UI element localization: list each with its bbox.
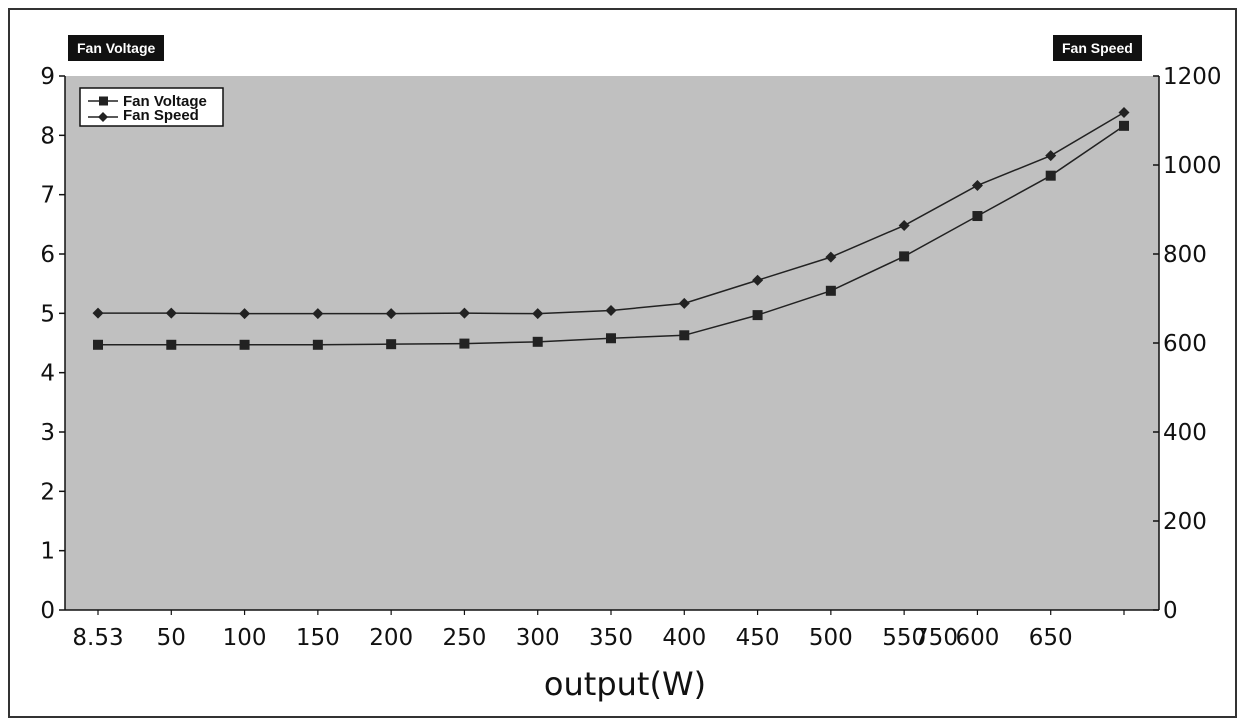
data-point-fan-voltage [899, 251, 910, 262]
x-tick-label: 400 [662, 625, 706, 651]
left-y-tick-label: 0 [40, 598, 55, 624]
left-y-tick-label: 6 [40, 242, 55, 268]
x-tick-label: 350 [589, 625, 633, 651]
left-y-tick-label: 4 [40, 361, 55, 387]
x-tick-label: 650 [1029, 625, 1073, 651]
data-point-fan-speed [92, 307, 104, 319]
data-point-fan-speed [458, 307, 470, 319]
left-y-tick-label: 7 [40, 183, 55, 209]
right-y-tick-label: 0 [1163, 598, 1178, 624]
x-tick-label: 250 [442, 625, 486, 651]
legend: Fan Voltage Fan Speed [79, 87, 224, 127]
left-y-tick-label: 2 [40, 479, 55, 505]
x-tick-label: 750 [914, 625, 958, 651]
x-tick-label: 300 [516, 625, 560, 651]
data-point-fan-speed [971, 179, 983, 191]
left-axis-title: Fan Voltage [68, 35, 165, 61]
right-y-tick-label: 1000 [1163, 153, 1222, 179]
data-point-fan-voltage [532, 336, 543, 347]
data-point-fan-speed [752, 274, 764, 286]
data-point-fan-voltage [679, 330, 690, 341]
data-point-fan-voltage [93, 339, 103, 350]
data-point-fan-voltage [1045, 170, 1056, 181]
data-point-fan-speed [898, 220, 910, 232]
data-point-fan-speed [385, 308, 397, 320]
legend-label-fan-speed: Fan Speed [123, 107, 199, 124]
left-y-tick-label: 9 [40, 64, 55, 90]
data-point-fan-speed [165, 307, 177, 319]
data-point-fan-voltage [752, 310, 763, 321]
data-point-fan-voltage [386, 339, 397, 350]
right-y-tick-label: 400 [1163, 420, 1207, 446]
x-tick-label: 500 [809, 625, 853, 651]
left-y-tick-label: 8 [40, 123, 55, 149]
x-tick-label: 100 [223, 625, 267, 651]
data-point-fan-voltage [166, 339, 177, 350]
x-axis-label: output(W) [544, 665, 706, 703]
x-axis: 8.53 50 100 150 200 250 300 350 400 450 500 550 600 6… [72, 610, 1125, 651]
legend-marker-diamond [98, 112, 108, 122]
data-point-fan-speed [1118, 106, 1130, 118]
left-y-axis: 0 1 2 3 4 5 6 7 8 9 [40, 64, 65, 624]
data-point-fan-speed [825, 251, 837, 263]
left-y-tick-label: 1 [40, 539, 55, 565]
data-point-fan-speed [239, 308, 251, 320]
data-point-fan-voltage [459, 338, 470, 349]
right-y-tick-label: 1200 [1163, 64, 1222, 90]
data-point-fan-voltage [972, 211, 983, 222]
right-y-tick-label: 200 [1163, 509, 1207, 535]
series-layer [92, 106, 1130, 350]
x-tick-label: 550 [882, 625, 926, 651]
data-point-fan-speed [1045, 150, 1057, 162]
left-y-tick-label: 5 [40, 301, 55, 327]
right-axis-title: Fan Speed [1053, 35, 1142, 61]
x-tick-label: 450 [736, 625, 780, 651]
data-point-fan-speed [312, 308, 324, 320]
data-point-fan-voltage [312, 339, 323, 350]
data-point-fan-voltage [825, 285, 836, 296]
legend-marker-square [99, 96, 108, 106]
x-tick-label: 200 [369, 625, 413, 651]
x-tick-label: 8.53 [72, 625, 123, 651]
right-y-axis: 0 200 400 600 800 1000 1200 [1153, 64, 1222, 624]
legend-label-fan-voltage: Fan Voltage [123, 93, 207, 110]
data-point-fan-voltage [606, 333, 616, 344]
right-y-tick-label: 600 [1163, 331, 1207, 357]
data-point-fan-speed [532, 308, 544, 320]
x-tick-label: 600 [955, 625, 999, 651]
data-point-fan-speed [605, 305, 617, 317]
data-point-fan-voltage [239, 339, 250, 350]
left-y-tick-label: 3 [40, 420, 55, 446]
x-tick-label: 150 [296, 625, 340, 651]
data-point-fan-voltage [1119, 120, 1129, 131]
data-point-fan-speed [678, 297, 690, 309]
x-tick-label: 50 [157, 625, 186, 651]
right-y-tick-label: 800 [1163, 242, 1207, 268]
